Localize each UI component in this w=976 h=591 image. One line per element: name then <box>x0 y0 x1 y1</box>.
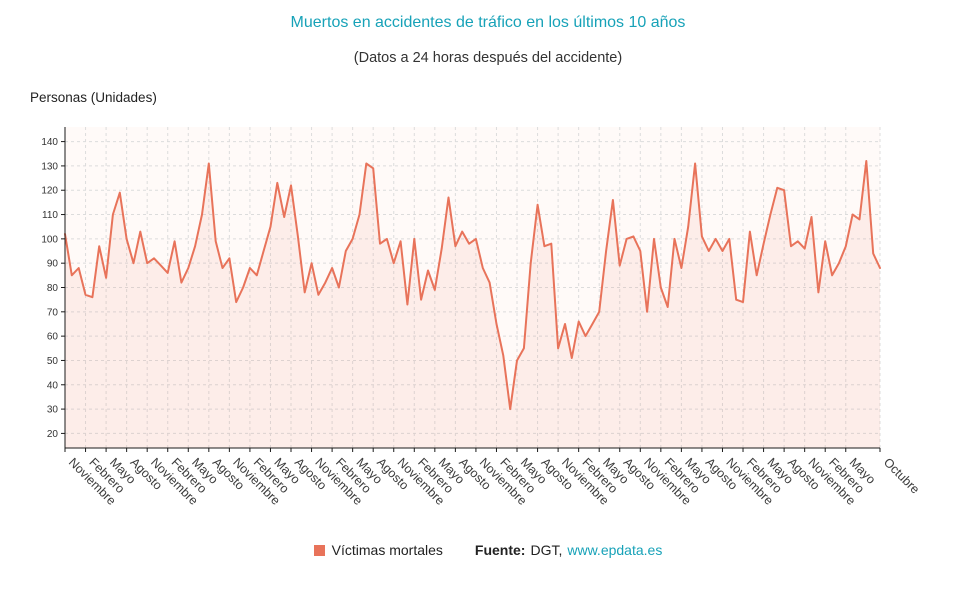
source-name: DGT, <box>530 542 563 558</box>
legend: Víctimas mortales Fuente: DGT, www.epdata.… <box>0 542 976 558</box>
chart-title: Muertos en accidentes de tráfico en los … <box>290 14 686 31</box>
source-line: Fuente: DGT, www.epdata.es <box>475 542 662 558</box>
chart-subtitle: (Datos a 24 horas después del accidente) <box>353 50 623 66</box>
svg-text:30: 30 <box>47 405 59 416</box>
svg-text:60: 60 <box>47 332 59 343</box>
svg-text:80: 80 <box>47 283 59 294</box>
svg-text:40: 40 <box>47 380 59 391</box>
legend-series-label: Víctimas mortales <box>331 542 443 558</box>
series-color-swatch <box>313 544 325 556</box>
svg-text:20: 20 <box>47 429 59 440</box>
svg-text:Octubre: Octubre <box>881 455 922 496</box>
svg-text:140: 140 <box>41 137 58 148</box>
svg-text:130: 130 <box>41 161 58 172</box>
svg-text:50: 50 <box>47 356 59 367</box>
svg-text:70: 70 <box>47 307 59 318</box>
svg-text:120: 120 <box>41 186 58 197</box>
y-axis-unit-label: Personas (Unidades) <box>30 90 157 105</box>
source-link[interactable]: www.epdata.es <box>567 542 663 558</box>
source-label: Fuente: <box>474 542 526 558</box>
line-chart-svg: 2030405060708090100110120130140Noviembre… <box>41 127 922 508</box>
svg-text:90: 90 <box>47 259 59 270</box>
svg-text:100: 100 <box>41 234 58 245</box>
svg-text:110: 110 <box>42 210 58 221</box>
